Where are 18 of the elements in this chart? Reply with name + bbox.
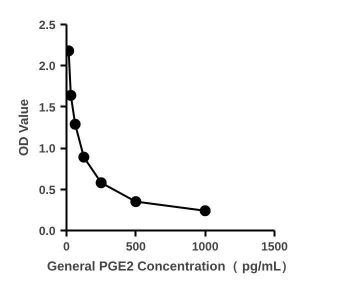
point <box>78 152 90 163</box>
y-tick-label: 0.5 <box>38 182 56 197</box>
point <box>70 118 81 130</box>
y-tick-label: 1.0 <box>38 142 56 156</box>
x-axis-title: General PGE2 Concentration（ pg/mL） <box>46 258 294 274</box>
y-tick-label: 2.5 <box>38 18 56 32</box>
x-tick-label: 1000 <box>192 240 219 254</box>
point <box>200 205 211 216</box>
x-tick-label: 0 <box>63 240 70 254</box>
y-tick-label: 0.0 <box>38 224 56 238</box>
y-axis-title: OD Value <box>16 98 31 156</box>
point <box>96 177 107 188</box>
y-tick-label: 1.5 <box>38 100 56 114</box>
x-tick-label: 500 <box>126 240 146 254</box>
point <box>66 90 76 101</box>
x-tick-label: 1500 <box>261 240 288 254</box>
point <box>130 196 142 208</box>
y-tick-label: 2.0 <box>38 59 56 74</box>
